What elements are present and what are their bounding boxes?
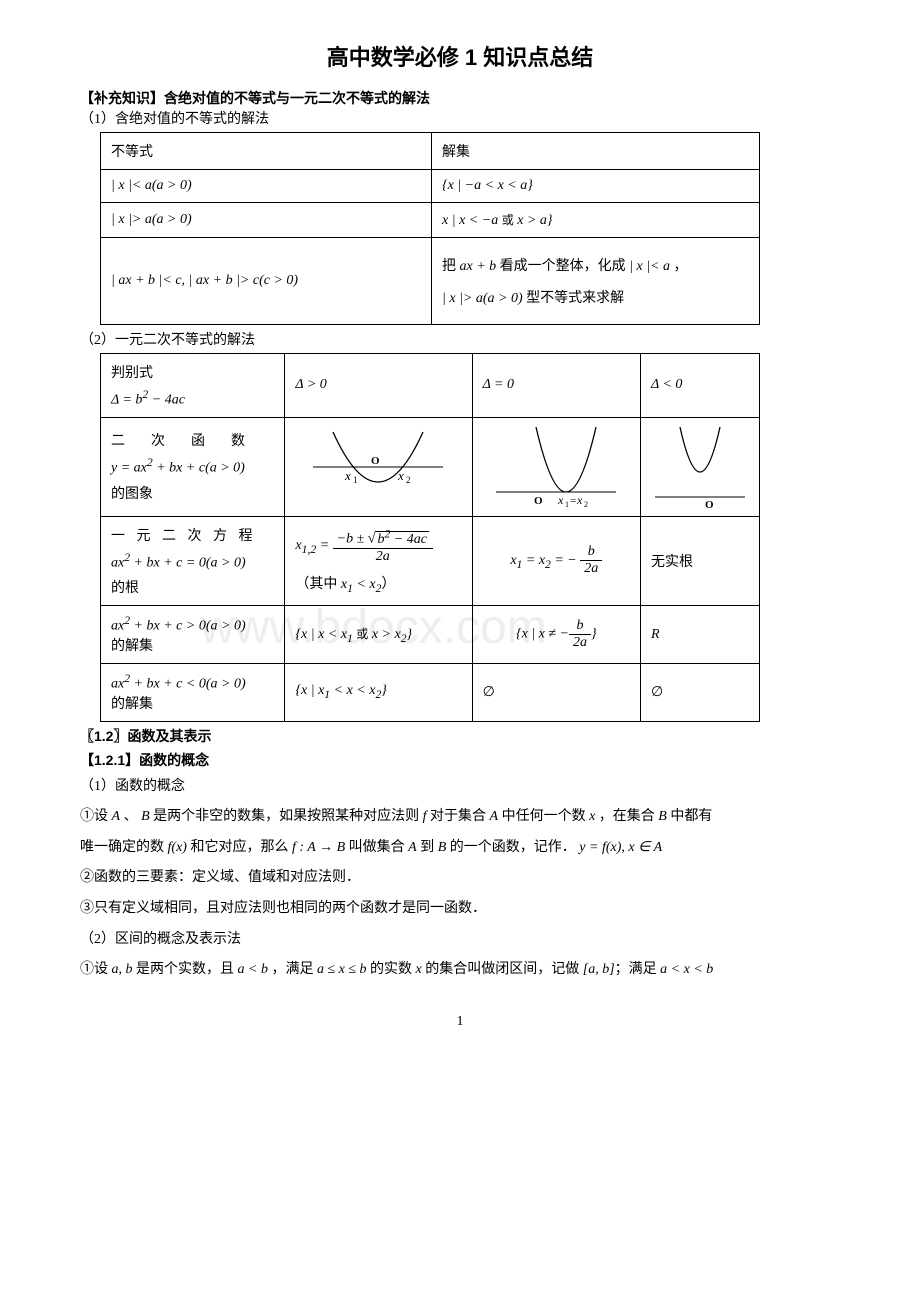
table-row: | x |< a(a > 0) {x | −a < x < a}: [101, 170, 760, 203]
graph-no-root: O: [641, 417, 760, 516]
label: 二 次 函 数: [111, 430, 274, 450]
svg-text:O: O: [534, 495, 543, 507]
text: 把: [442, 259, 460, 274]
svg-text:O: O: [371, 455, 380, 467]
table-row: | ax + b |< c, | ax + b |> c(c > 0) 把 ax…: [101, 238, 760, 325]
table-row: ax2 + bx + c < 0(a > 0) 的解集 {x | x1 < x …: [101, 663, 760, 721]
table-row: 二 次 函 数 y = ax2 + bx + c(a > 0) 的图象 O x1…: [101, 417, 760, 516]
header-cell: 解集: [442, 145, 470, 160]
table-row: 判别式 Δ = b2 − 4ac Δ > 0 Δ = 0 Δ < 0: [101, 354, 760, 418]
label: 判别式: [111, 362, 274, 382]
table-row: 不等式 解集: [101, 133, 760, 170]
text: 型不等式来求解: [523, 291, 625, 306]
svg-text:2: 2: [406, 475, 411, 485]
graph-two-roots: O x1 x2: [285, 417, 472, 516]
svg-text:x: x: [397, 468, 404, 483]
label: 一 元 二 次 方 程: [111, 525, 274, 545]
paragraph: ③只有定义域相同，且对应法则也相同的两个函数才是同一函数．: [80, 896, 860, 923]
supplement-heading: 【补充知识】含绝对值的不等式与一元二次不等式的解法: [80, 88, 860, 108]
table-row: 一 元 二 次 方 程 ax2 + bx + c = 0(a > 0) 的根 x…: [101, 516, 760, 606]
header-cell: 不等式: [111, 145, 153, 160]
part2-label: （2）一元二次不等式的解法: [80, 329, 860, 349]
svg-text:O: O: [705, 499, 714, 511]
svg-text:=: =: [570, 495, 576, 507]
table-row: ax2 + bx + c > 0(a > 0) 的解集 {x | x < x1 …: [101, 606, 760, 664]
graph-one-root: O x1 = x2: [472, 417, 640, 516]
paragraph: 唯一确定的数 f(x) 和它对应，那么 f : A → B 叫做集合 A 到 B…: [80, 835, 860, 862]
page-title: 高中数学必修 1 知识点总结: [60, 40, 860, 72]
label: 的图象: [111, 483, 274, 503]
svg-text:2: 2: [584, 500, 588, 509]
item-2-label: （2）区间的概念及表示法: [80, 927, 860, 954]
page-number: 1: [60, 1014, 860, 1030]
paragraph: ②函数的三要素：定义域、值域和对应法则．: [80, 865, 860, 892]
svg-text:x: x: [344, 468, 351, 483]
section-1-2: 〖1.2〗函数及其表示: [80, 726, 860, 746]
svg-text:1: 1: [565, 500, 569, 509]
text: 看成一个整体，化成: [496, 259, 629, 274]
section-1-2-1: 【1.2.1】函数的概念: [80, 750, 860, 770]
label: 的根: [111, 577, 274, 597]
abs-inequality-table: 不等式 解集 | x |< a(a > 0) {x | −a < x < a} …: [100, 132, 760, 325]
quadratic-ineq-table: 判别式 Δ = b2 − 4ac Δ > 0 Δ = 0 Δ < 0 二 次 函…: [100, 353, 760, 722]
part1-label: （1）含绝对值的不等式的解法: [80, 108, 860, 128]
table-row: | x |> a(a > 0) x | x < −a 或 x > a}: [101, 203, 760, 238]
label: 无实根: [651, 555, 693, 570]
label: 的解集: [111, 693, 274, 713]
svg-text:x: x: [557, 493, 564, 507]
svg-text:x: x: [576, 493, 583, 507]
svg-text:1: 1: [353, 475, 358, 485]
paragraph: ①设 A 、 B 是两个非空的数集，如果按照某种对应法则 f 对于集合 A 中任…: [80, 804, 860, 831]
label: 的解集: [111, 635, 274, 655]
item-1-label: （1）函数的概念: [80, 774, 860, 801]
paragraph: ①设 a, b 是两个实数，且 a < b ，满足 a ≤ x ≤ b 的实数 …: [80, 957, 860, 984]
